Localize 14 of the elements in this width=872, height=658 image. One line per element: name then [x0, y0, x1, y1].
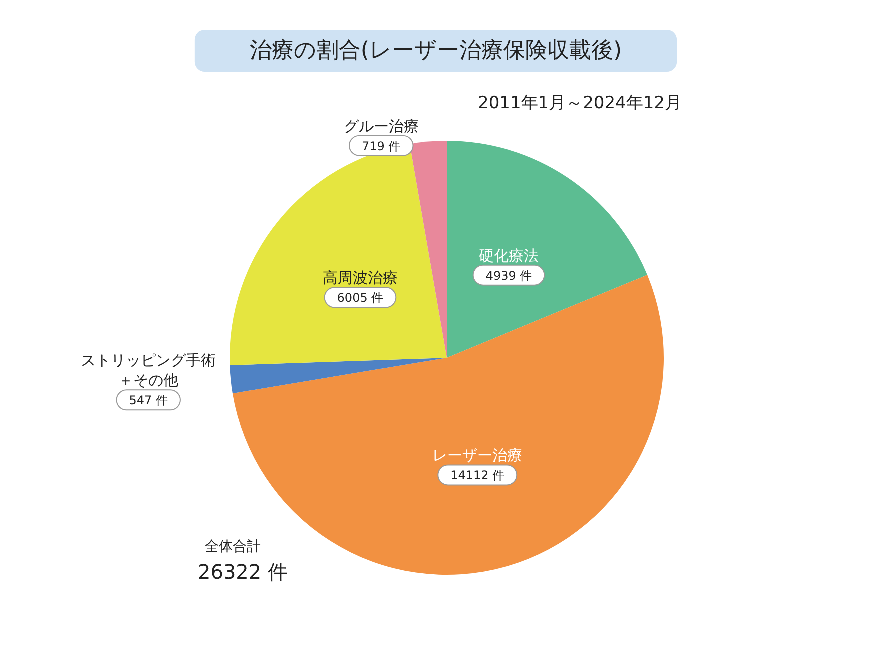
text: 26322 件 — [198, 560, 288, 584]
data-label: 547 件 — [129, 394, 168, 408]
chart-title: 治療の割合(レーザー治療保険収載後) — [250, 38, 622, 64]
text: 全体合計 — [205, 539, 261, 555]
slice-label: グルー治療 — [344, 117, 419, 136]
slice-label: 高周波治療 — [322, 269, 398, 288]
chart-subtitle: 2011年1月～2024年12月 — [478, 94, 682, 114]
data-label: 719 件 — [362, 139, 401, 154]
data-label: 14112 件 — [450, 468, 505, 483]
data-label: 6005 件 — [337, 291, 384, 306]
slice-label: ストリッピング手術＋その他 — [81, 352, 216, 390]
data-label: 4939 件 — [486, 268, 532, 283]
slice-label: レーザー治療 — [432, 446, 523, 465]
slice-label: 硬化療法 — [478, 246, 539, 265]
